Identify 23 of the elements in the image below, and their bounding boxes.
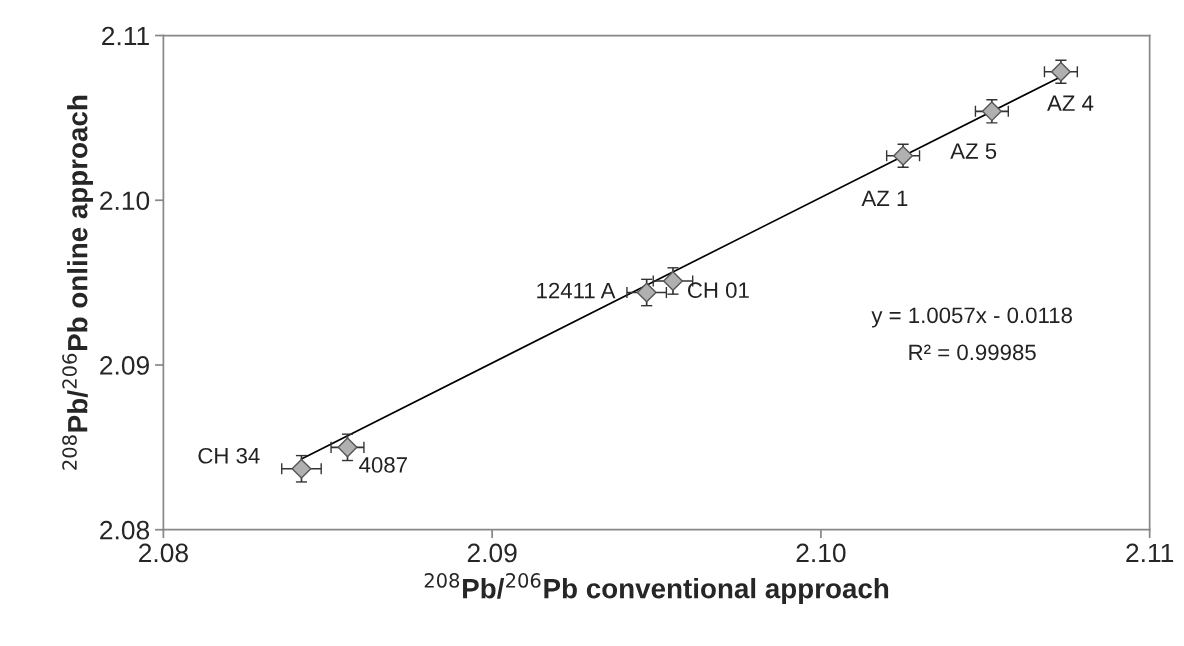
annotation: AZ 1 bbox=[861, 190, 908, 206]
x-tick-label: 2.09 bbox=[467, 543, 517, 563]
annotation: AZ 4 bbox=[1047, 95, 1094, 111]
point bbox=[337, 437, 358, 458]
x-tick-label: 2.11 bbox=[1126, 543, 1174, 563]
annotation: AZ 5 bbox=[950, 143, 997, 159]
annotation: 12411 A bbox=[537, 282, 616, 299]
y-tick-label: 2.09 bbox=[100, 356, 149, 375]
point bbox=[662, 270, 683, 291]
point bbox=[981, 101, 1002, 122]
x-tick-label: 2.10 bbox=[796, 543, 846, 563]
y-tick-label: 2.10 bbox=[100, 191, 150, 211]
annotation: CH 01 bbox=[687, 282, 749, 299]
y-tick-label: 2.11 bbox=[102, 26, 149, 46]
point bbox=[1050, 61, 1071, 82]
y-tick-label: 2.08 bbox=[100, 520, 150, 540]
x-tick-label: 2.08 bbox=[139, 543, 188, 563]
annotation: y = 1.0057x - 0.0118 bbox=[871, 307, 1072, 328]
annotation: 4087 bbox=[359, 457, 407, 473]
x-axis-title: $^{208}$Pb/$^{206}$Pb conventional approach bbox=[424, 573, 889, 604]
annotation: CH 34 bbox=[198, 447, 260, 464]
y-axis-title: $^{208}$Pb/$^{206}$Pb online approach bbox=[62, 95, 93, 470]
annotation: R² = 0.99985 bbox=[909, 344, 1036, 361]
